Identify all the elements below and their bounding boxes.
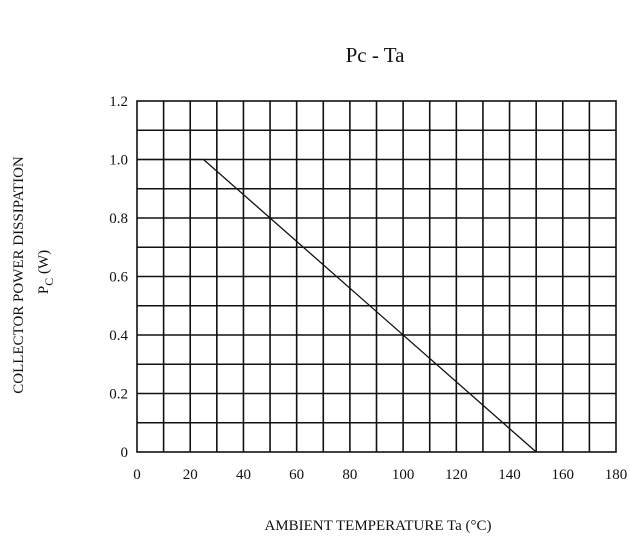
y-tick-labels: 0 0.2 0.4 0.6 0.8 1.0 1.2 — [109, 94, 128, 461]
y-axis-unit-label: PC (W) — [36, 250, 56, 294]
x-tick-label: 20 — [183, 467, 198, 483]
x-tick-label: 120 — [445, 467, 468, 483]
x-tick-label: 60 — [289, 467, 304, 483]
grid — [137, 101, 616, 452]
y-axis-unit-subscript: C — [42, 278, 56, 286]
y-tick-label: 1.0 — [109, 153, 128, 169]
x-axis-label: AMBIENT TEMPERATURE Ta (°C) — [264, 518, 491, 534]
x-tick-label: 100 — [392, 467, 415, 483]
x-tick-label: 180 — [605, 467, 628, 483]
x-tick-label: 0 — [133, 467, 141, 483]
series-group — [137, 158, 537, 453]
x-tick-label: 140 — [498, 467, 521, 483]
x-tick-labels: 0 20 40 60 80 100 120 140 160 180 — [133, 467, 627, 483]
y-tick-label: 0 — [121, 445, 129, 461]
x-tick-label: 80 — [342, 467, 357, 483]
y-tick-label: 0.6 — [109, 270, 128, 286]
y-axis-unit-symbol: P — [36, 286, 52, 294]
y-tick-label: 0.4 — [109, 328, 128, 344]
y-axis-label: COLLECTOR POWER DISSIPATION — [11, 156, 27, 394]
x-tick-label: 40 — [236, 467, 251, 483]
y-axis-unit-text: (W) — [36, 250, 52, 278]
chart-title: Pc - Ta — [346, 43, 405, 67]
series-line — [137, 158, 537, 453]
y-tick-label: 0.8 — [109, 211, 128, 227]
y-tick-label: 1.2 — [109, 94, 128, 110]
plot-frame — [136, 100, 617, 453]
y-tick-label: 0.2 — [109, 387, 128, 403]
x-tick-label: 160 — [552, 467, 575, 483]
